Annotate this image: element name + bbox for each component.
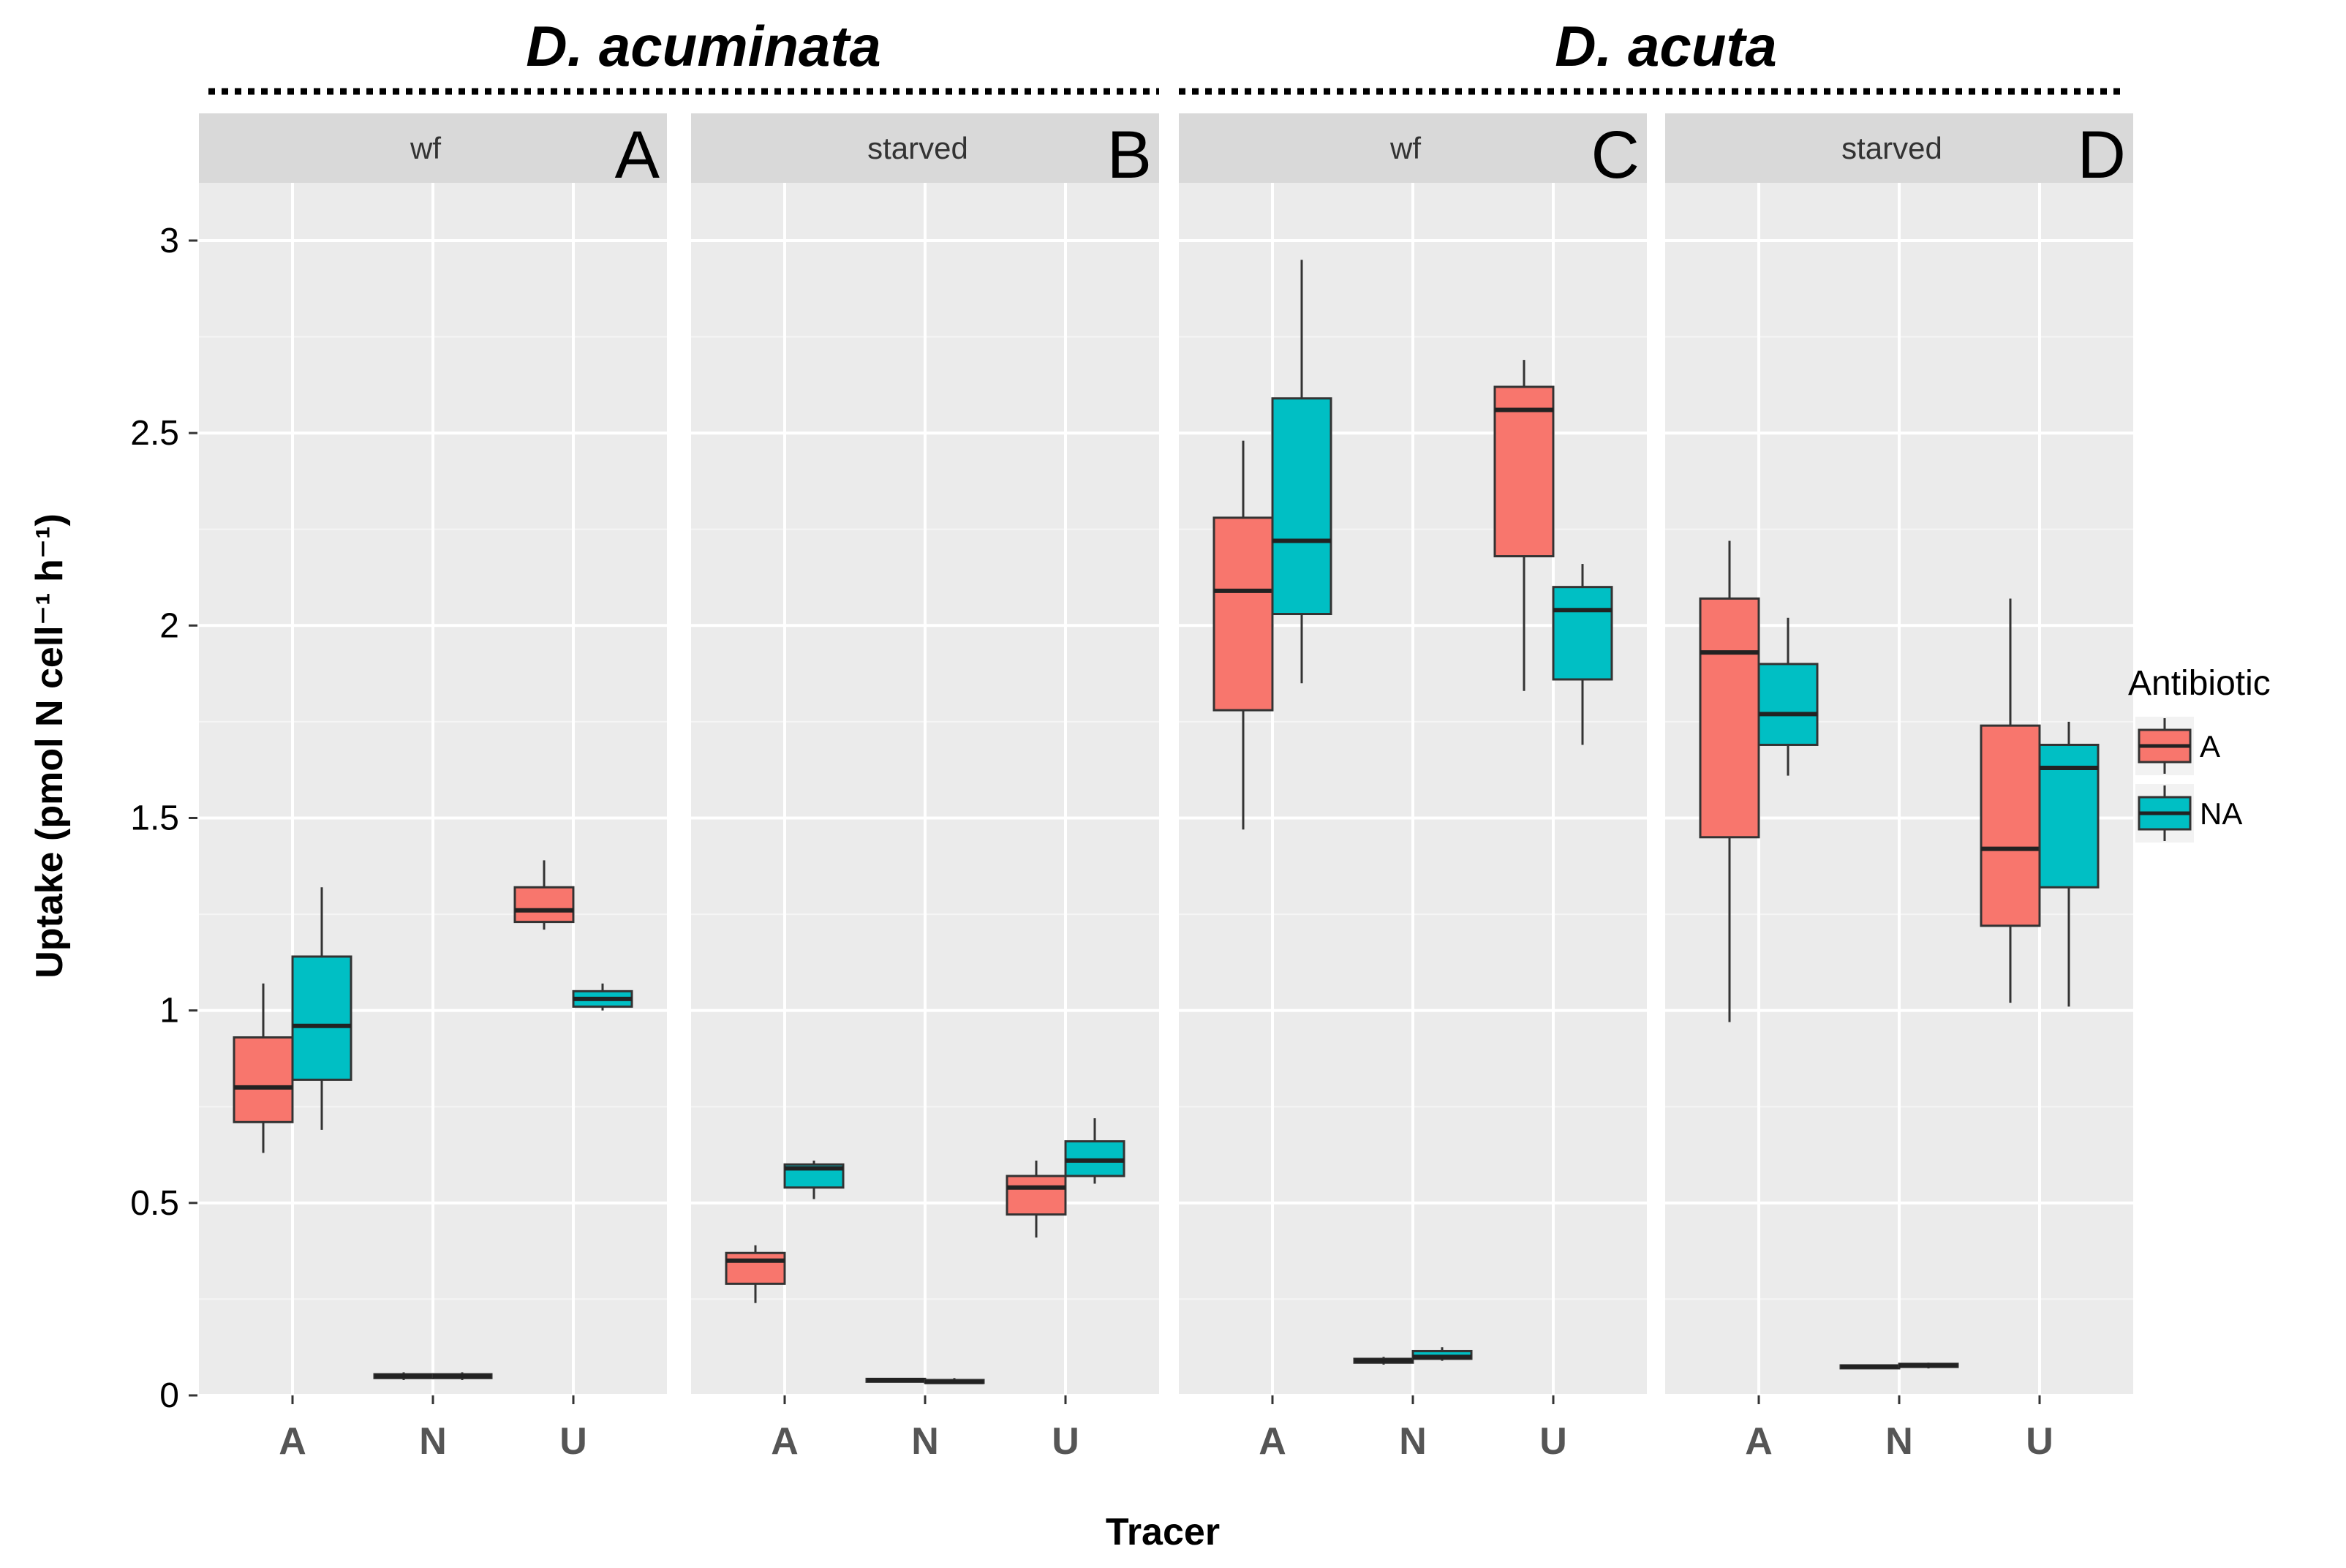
- x-tick-label: N: [911, 1420, 939, 1463]
- x-tick-label: A: [279, 1420, 306, 1463]
- panel-b: starved B A N U: [691, 113, 1159, 1463]
- panel-d: starved D A N U: [1665, 113, 2133, 1463]
- box-u-na: [2038, 721, 2100, 1007]
- box-body: [1552, 586, 1613, 681]
- strip-label: starved: [1841, 131, 1942, 165]
- box-n-na: [924, 1378, 985, 1384]
- strip-background: [199, 113, 667, 183]
- box-body: [725, 1251, 786, 1285]
- box-body: [1757, 663, 1819, 746]
- box-u-a: [513, 860, 575, 930]
- box-n-na: [1411, 1347, 1473, 1361]
- species-headers: D. acuminata D. acuta: [208, 14, 2121, 95]
- box-n-na: [1898, 1362, 1959, 1369]
- y-tick-label: 2.5: [130, 414, 179, 453]
- box-n-a: [865, 1377, 927, 1383]
- x-tick-label: U: [2026, 1420, 2053, 1463]
- x-tick-label: A: [771, 1420, 799, 1463]
- legend-entry-a: A: [2135, 717, 2220, 775]
- box-u-a: [1980, 598, 2041, 1003]
- panel-letter: A: [615, 118, 660, 192]
- x-tick-label: A: [1745, 1420, 1773, 1463]
- y-tick-label: 1.5: [130, 799, 179, 837]
- y-tick-label: 0.5: [130, 1184, 179, 1223]
- box-a-na: [783, 1160, 845, 1199]
- x-axis-title: Tracer: [1106, 1511, 1220, 1553]
- strip-label: starved: [867, 131, 968, 165]
- box-a-a: [1699, 540, 1760, 1022]
- box-body: [1212, 516, 1274, 712]
- x-tick-label: U: [1539, 1420, 1567, 1463]
- legend-label: NA: [2200, 796, 2242, 831]
- box-u-na: [1064, 1118, 1125, 1184]
- box-body: [1271, 397, 1332, 616]
- strip-background: [1179, 113, 1647, 183]
- panel-letter: D: [2078, 118, 2126, 192]
- box-body: [1699, 597, 1760, 839]
- panel-letter: C: [1591, 118, 1640, 192]
- legend: Antibiotic A NA: [2128, 664, 2271, 843]
- panel-letter: B: [1107, 118, 1152, 192]
- panel-a: wf A A N U: [199, 113, 667, 1463]
- x-tick-label: N: [419, 1420, 447, 1463]
- species-label-d-acuminata: D. acuminata: [526, 14, 880, 78]
- box-n-na: [431, 1372, 493, 1380]
- box-body: [1493, 385, 1555, 558]
- box-u-a: [1006, 1160, 1067, 1238]
- y-tick-label: 0: [159, 1376, 179, 1415]
- strip-label: wf: [410, 131, 441, 165]
- y-axis-title: Uptake (pmol N cell⁻¹ h⁻¹): [29, 513, 71, 979]
- box-a-a: [725, 1245, 786, 1303]
- box-body: [291, 955, 352, 1081]
- x-tick-label: N: [1399, 1420, 1427, 1463]
- box-u-a: [1493, 360, 1555, 691]
- box-u-na: [1552, 564, 1613, 745]
- y-tick-label: 1: [159, 992, 179, 1030]
- box-a-a: [233, 983, 294, 1153]
- box-body: [513, 886, 575, 924]
- strip-background: [1665, 113, 2133, 183]
- legend-title: Antibiotic: [2128, 664, 2271, 703]
- y-tick-label: 2: [159, 606, 179, 645]
- x-tick-label: U: [1052, 1420, 1079, 1463]
- box-a-a: [1212, 440, 1274, 830]
- box-a-na: [1757, 617, 1819, 776]
- x-tick-label: N: [1885, 1420, 1913, 1463]
- y-axis: 0 0.5 1 1.5 2 2.5 3: [130, 222, 197, 1415]
- box-body: [233, 1036, 294, 1123]
- strip-background: [691, 113, 1159, 183]
- legend-label: A: [2200, 729, 2220, 764]
- species-label-d-acuta: D. acuta: [1555, 14, 1776, 78]
- box-a-na: [1271, 260, 1332, 684]
- box-n-a: [373, 1372, 434, 1380]
- box-body: [1980, 724, 2041, 927]
- box-body: [1006, 1175, 1067, 1216]
- box-n-a: [1839, 1364, 1901, 1370]
- box-u-na: [572, 983, 633, 1011]
- legend-entry-na: NA: [2135, 784, 2242, 843]
- box-n-a: [1353, 1357, 1414, 1365]
- box-a-na: [291, 887, 352, 1130]
- x-tick-label: A: [1259, 1420, 1286, 1463]
- x-tick-label: U: [559, 1420, 587, 1463]
- y-tick-label: 3: [159, 222, 179, 260]
- panel-c: wf C A N U: [1179, 113, 1647, 1463]
- strip-label: wf: [1389, 131, 1421, 165]
